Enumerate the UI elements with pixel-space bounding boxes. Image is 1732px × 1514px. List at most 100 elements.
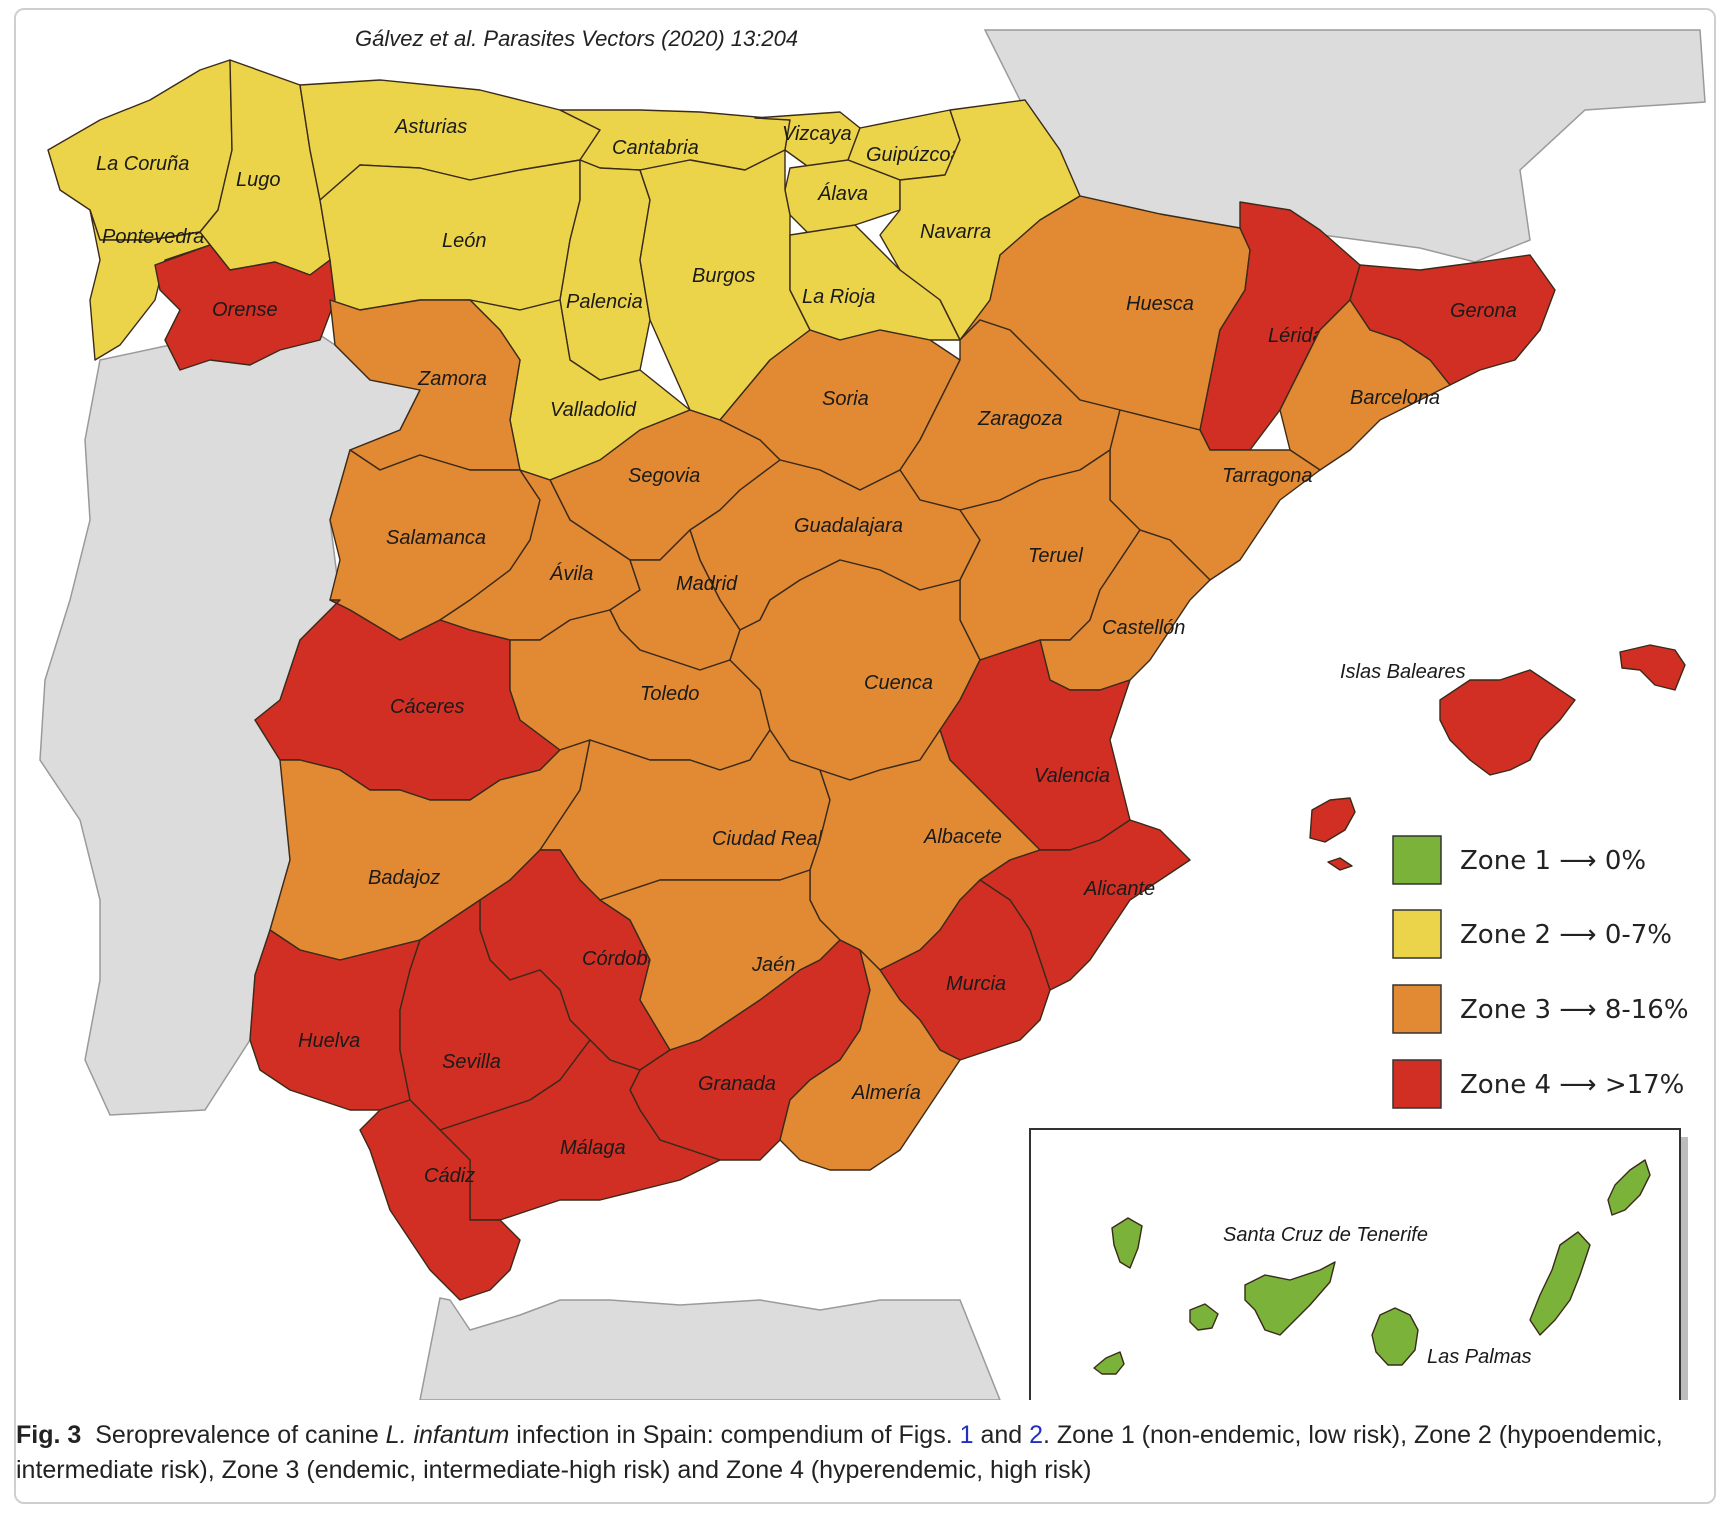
caption-ref-fig-1[interactable]: 1 xyxy=(959,1421,974,1449)
caption-text-3: and xyxy=(973,1421,1030,1449)
province-vizcaya: Vizcaya xyxy=(754,111,861,169)
province-santa-cruz-de-tenerife: Santa Cruz de Tenerife xyxy=(1093,1217,1428,1375)
province-label-pontevedra: Pontevedra xyxy=(102,226,204,248)
province-barcelona: Barcelona xyxy=(1279,299,1451,471)
legend-label-zone-1: Zone 1 ⟶ 0% xyxy=(1460,846,1646,876)
province-label-tarragona: Tarragona xyxy=(1222,465,1312,487)
legend-swatch-zone-2 xyxy=(1392,909,1442,959)
province-ciudad-real: Ciudad Real xyxy=(539,729,831,901)
province-la-coruna: La Coruña xyxy=(47,59,233,241)
province-label-barcelona: Barcelona xyxy=(1350,387,1440,409)
province-label-caceres: Cáceres xyxy=(390,696,464,718)
province-cantabria: Cantabria xyxy=(559,109,791,171)
province-leon: León xyxy=(319,159,581,311)
caption-text-4: . Zone 1 (non-endemic, low risk), Zone 2… xyxy=(16,1421,1663,1484)
caption-text-2: infection in Spain: compendium of Figs. xyxy=(509,1421,960,1449)
province-label-palencia: Palencia xyxy=(566,291,643,313)
legend-label-zone-2: Zone 2 ⟶ 0-7% xyxy=(1460,920,1672,950)
province-label-cordoba: Córdoba xyxy=(582,948,659,970)
province-label-badajoz: Badajoz xyxy=(368,867,440,889)
legend-swatch-zone-3 xyxy=(1392,984,1442,1034)
province-label-soria: Soria xyxy=(822,388,869,410)
province-label-huelva: Huelva xyxy=(298,1030,360,1052)
province-sevilla: Sevilla xyxy=(399,899,591,1131)
province-label-granada: Granada xyxy=(698,1073,776,1095)
province-malaga: Málaga xyxy=(439,1039,721,1221)
province-label-sevilla: Sevilla xyxy=(442,1051,501,1073)
legend-item-zone-3: Zone 3 ⟶ 8-16% xyxy=(1392,984,1689,1034)
legend-label-zone-4: Zone 4 ⟶ >17% xyxy=(1460,1070,1684,1100)
province-label-vizcaya: Vizcaya xyxy=(782,123,852,145)
province-label-santa-cruz-de-tenerife: Santa Cruz de Tenerife xyxy=(1223,1224,1428,1246)
province-label-alava: Álava xyxy=(817,182,868,205)
province-label-salamanca: Salamanca xyxy=(386,527,486,549)
province-label-madrid: Madrid xyxy=(676,573,738,595)
province-guipuzcoa: Guipúzcoa xyxy=(847,109,962,181)
province-label-albacete: Albacete xyxy=(923,826,1002,848)
province-label-cadiz: Cádiz xyxy=(424,1165,475,1187)
province-label-jaen: Jaén xyxy=(751,954,795,976)
province-almeria: Almería xyxy=(779,949,961,1171)
province-pontevedra: Pontevedra xyxy=(89,209,211,361)
legend-item-zone-1: Zone 1 ⟶ 0% xyxy=(1392,835,1646,885)
province-alicante: Alicante xyxy=(979,819,1191,991)
province-burgos: Burgos xyxy=(639,149,811,421)
canary-islands-inset: Santa Cruz de Tenerife Las Palmas xyxy=(1029,1128,1688,1400)
province-label-malaga: Málaga xyxy=(560,1137,626,1159)
province-label-navarra: Navarra xyxy=(920,221,991,243)
morocco-land xyxy=(419,1297,1001,1400)
map: La Coruña Pontevedra Lugo Asturias Canta… xyxy=(39,26,1706,1400)
province-label-lugo: Lugo xyxy=(236,169,281,191)
province-label-murcia: Murcia xyxy=(946,973,1006,995)
legend-item-zone-4: Zone 4 ⟶ >17% xyxy=(1392,1059,1684,1109)
province-label-valencia: Valencia xyxy=(1034,765,1110,787)
page-header: Gálvez et al. Parasites Vectors (2020) 1… xyxy=(355,26,798,51)
province-salamanca: Salamanca xyxy=(329,449,541,641)
figure-caption: Fig. 3 Seroprevalence of canine L. infan… xyxy=(16,1418,1706,1488)
legend-swatch-zone-1 xyxy=(1392,835,1442,885)
province-label-huesca: Huesca xyxy=(1126,293,1194,315)
province-label-avila: Ávila xyxy=(549,562,593,585)
province-las-palmas: Las Palmas xyxy=(1371,1159,1651,1368)
province-label-cuenca: Cuenca xyxy=(864,672,933,694)
province-label-burgos: Burgos xyxy=(692,265,755,287)
province-alava: Álava xyxy=(784,159,901,236)
caption-ref-fig-2[interactable]: 2 xyxy=(1029,1421,1044,1449)
province-cadiz: Cádiz xyxy=(359,1099,521,1301)
province-islas-baleares: Islas Baleares xyxy=(1309,644,1686,871)
province-label-lerida: Lérida xyxy=(1268,325,1324,347)
province-label-leon: León xyxy=(442,230,487,252)
province-gerona: Gerona xyxy=(1349,254,1556,386)
legend-label-zone-3: Zone 3 ⟶ 8-16% xyxy=(1460,995,1689,1025)
province-lerida: Lérida xyxy=(1199,201,1361,451)
province-label-zaragoza: Zaragoza xyxy=(977,408,1063,430)
legend-item-zone-2: Zone 2 ⟶ 0-7% xyxy=(1392,909,1672,959)
province-label-gerona: Gerona xyxy=(1450,300,1517,322)
province-label-cantabria: Cantabria xyxy=(612,137,699,159)
province-huelva: Huelva xyxy=(249,929,421,1111)
province-label-castellon: Castellón xyxy=(1102,617,1185,639)
province-label-la-rioja: La Rioja xyxy=(802,286,875,308)
caption-fig-label: Fig. 3 xyxy=(16,1421,82,1449)
province-label-teruel: Teruel xyxy=(1028,545,1083,567)
province-label-asturias: Asturias xyxy=(394,116,467,138)
province-label-las-palmas: Las Palmas xyxy=(1427,1346,1532,1368)
province-caceres: Cáceres xyxy=(254,599,561,801)
province-label-segovia: Segovia xyxy=(628,465,700,487)
province-label-islas-baleares: Islas Baleares xyxy=(1340,661,1466,683)
province-label-ciudad-real: Ciudad Real xyxy=(712,828,823,850)
province-label-almeria: Almería xyxy=(851,1082,921,1104)
province-label-guadalajara: Guadalajara xyxy=(794,515,903,537)
legend-swatch-zone-4 xyxy=(1392,1059,1442,1109)
province-label-la-coruna: La Coruña xyxy=(96,153,189,175)
caption-text-1: Seroprevalence of canine xyxy=(95,1421,386,1449)
province-label-alicante: Alicante xyxy=(1083,878,1155,900)
province-label-zamora: Zamora xyxy=(417,368,487,390)
province-label-guipuzcoa: Guipúzcoa xyxy=(866,144,962,166)
province-label-valladolid: Valladolid xyxy=(550,399,637,421)
province-orense: Orense xyxy=(154,244,336,371)
province-label-orense: Orense xyxy=(212,299,278,321)
province-label-toledo: Toledo xyxy=(640,683,699,705)
caption-species: L. infantum xyxy=(385,1421,510,1449)
legend: Zone 1 ⟶ 0% Zone 2 ⟶ 0-7% Zone 3 ⟶ 8-16%… xyxy=(1392,835,1689,1109)
